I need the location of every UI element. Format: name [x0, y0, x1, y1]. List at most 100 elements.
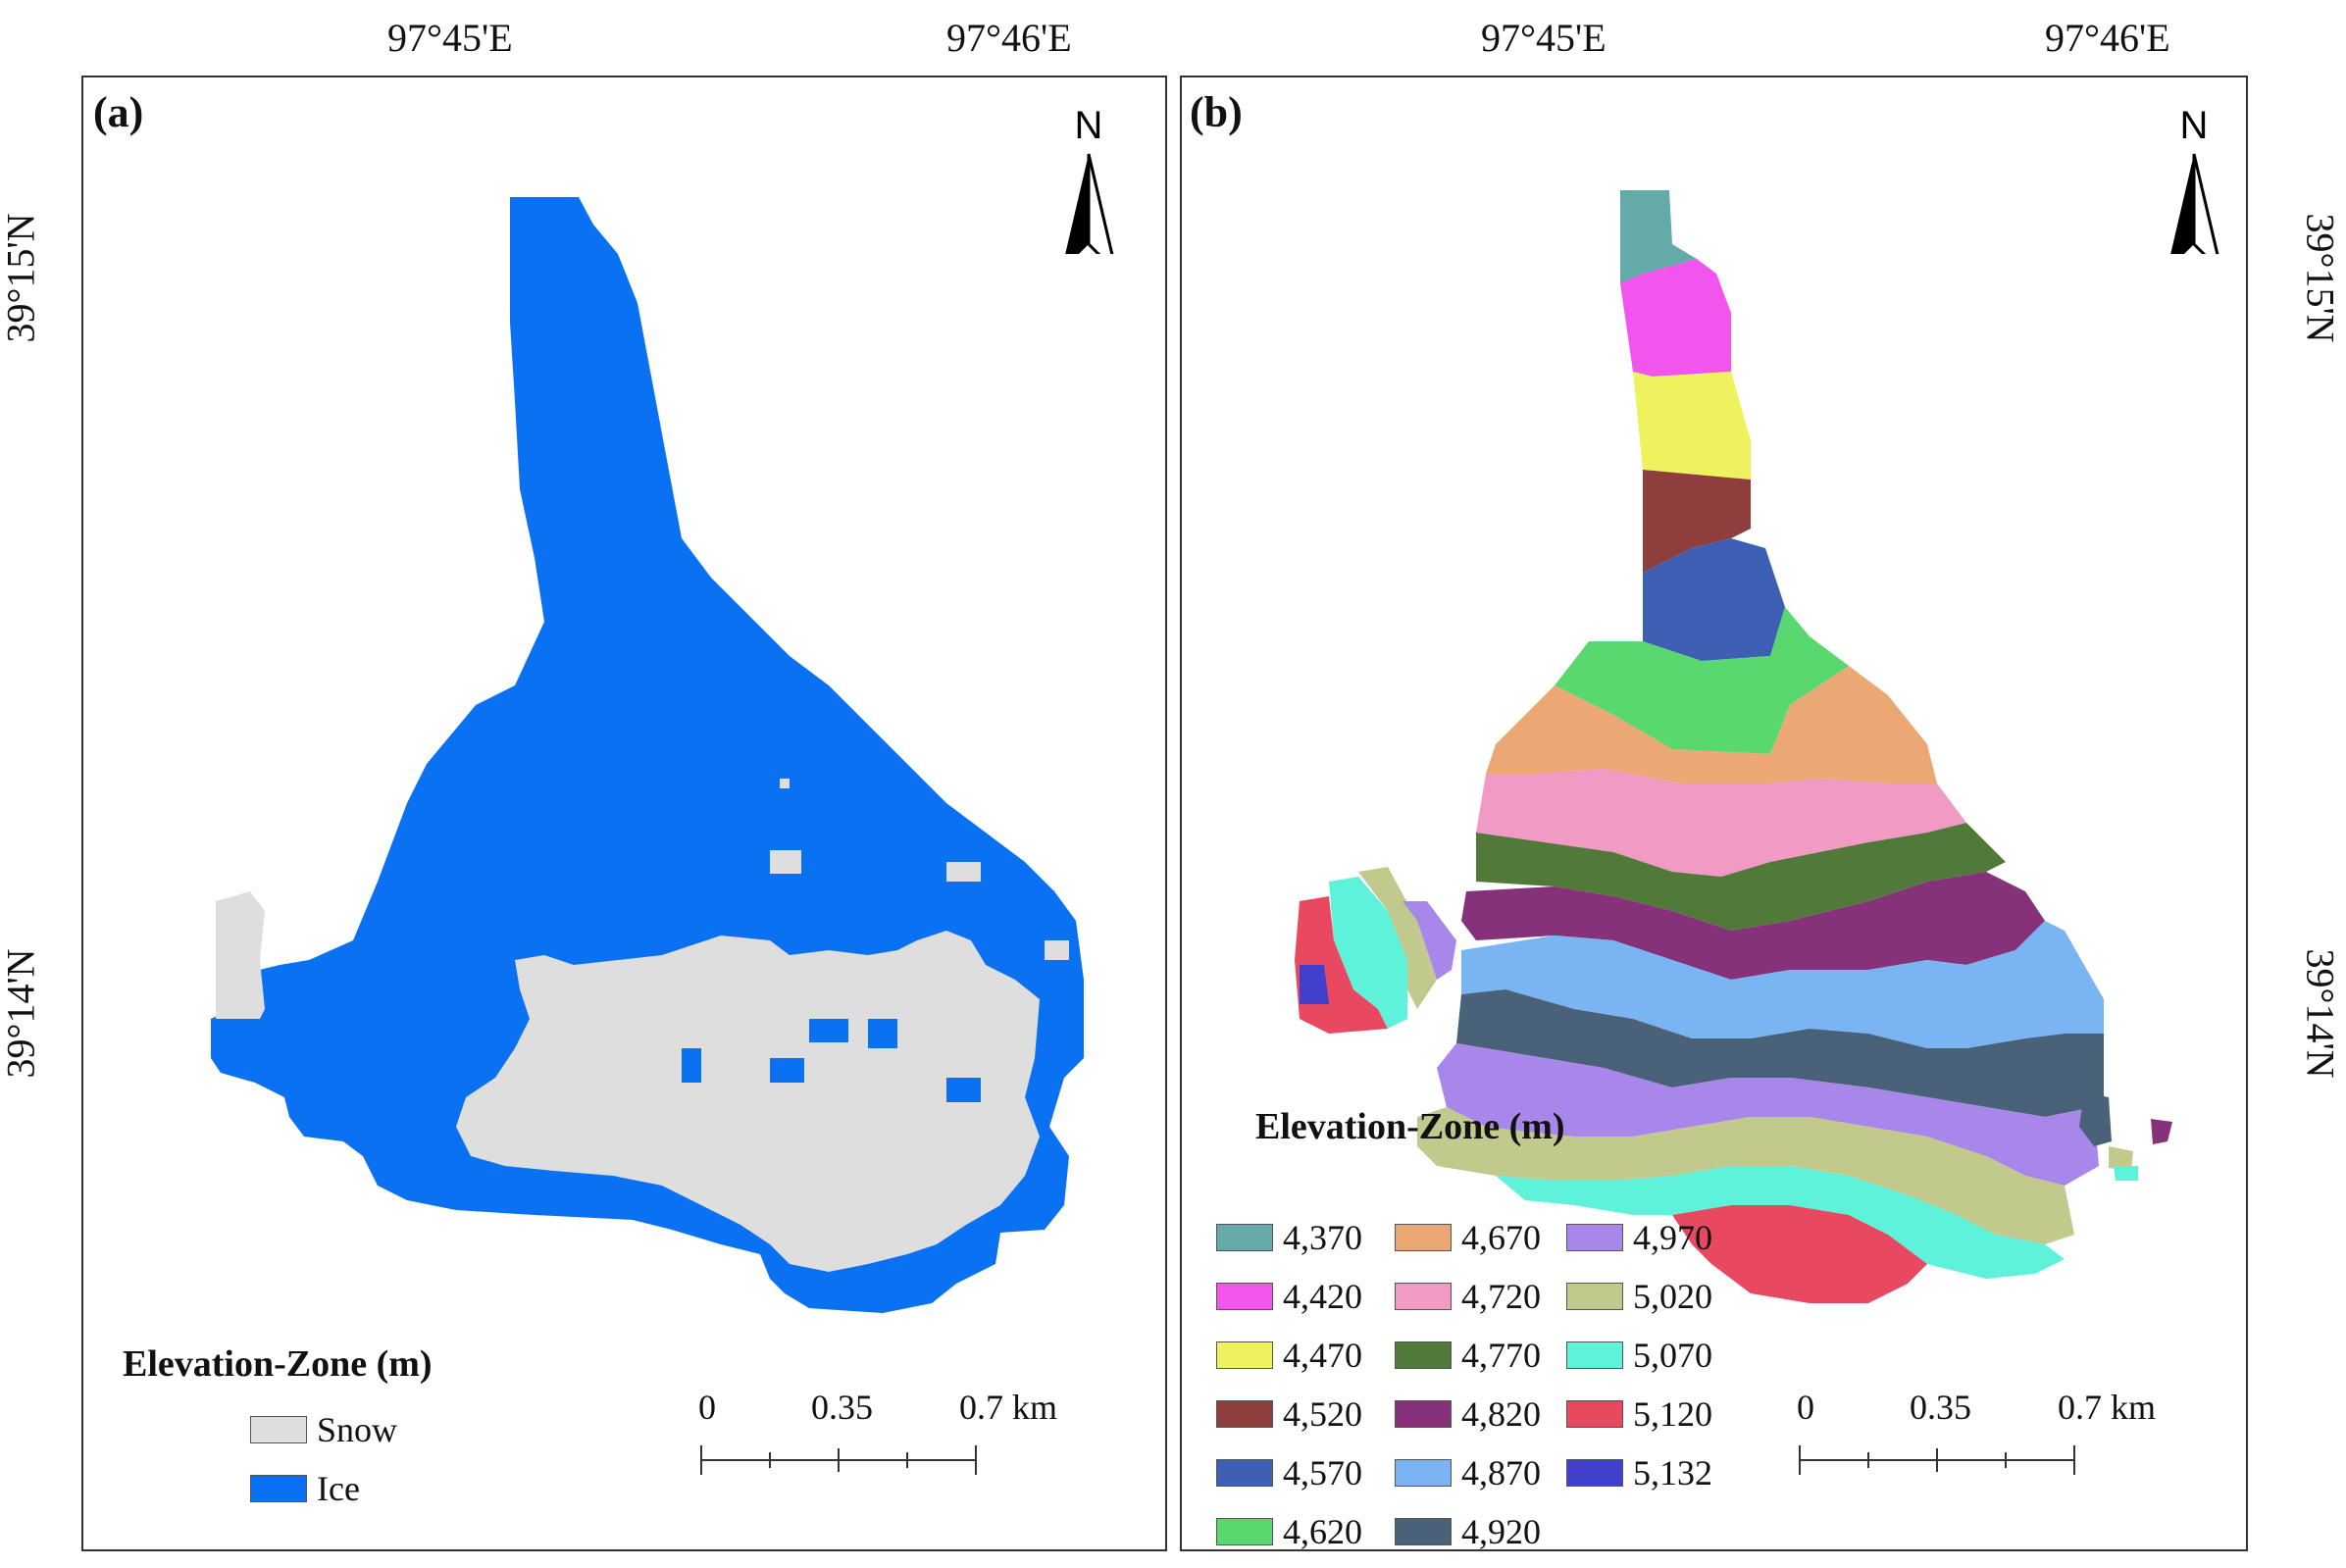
legend-label-b: 4,870 — [1461, 1453, 1541, 1492]
zone-4370 — [1620, 190, 1697, 283]
north-label-a: N — [1075, 104, 1103, 147]
zone-4820 — [1461, 872, 2045, 980]
legend-item-b: 4,720 — [1395, 1276, 1541, 1317]
legend-swatch-b — [1566, 1459, 1623, 1487]
legend-swatch-b — [1395, 1283, 1452, 1310]
north-arrow-b: N — [2170, 104, 2219, 254]
lon-label-b-1: 97°45'E — [1481, 16, 1606, 60]
zone-4920-east — [2079, 1092, 2112, 1146]
ice-speck — [868, 1019, 897, 1048]
legend-title-a: Elevation-Zone (m) — [123, 1343, 433, 1385]
lat-label-b-1: 39°15'N — [2298, 213, 2343, 343]
glacier-map-b — [1295, 190, 2172, 1303]
map-panel-a: (a) N Elevation-Zone (m) Snow Ice 0 0.35… — [81, 76, 1167, 1551]
legend-item-b: 4,870 — [1395, 1452, 1541, 1493]
legend-label-b: 5,132 — [1633, 1453, 1712, 1492]
zone-5020-east — [2109, 1146, 2133, 1171]
zone-4820-east — [2151, 1119, 2172, 1144]
legend-label-b: 5,020 — [1633, 1277, 1712, 1316]
legend-swatch-b — [1216, 1224, 1273, 1251]
legend-swatch-b — [1395, 1400, 1452, 1428]
zone-5070-west — [1329, 877, 1407, 1029]
legend-swatch-ice — [250, 1475, 307, 1502]
legend-item-b: 5,070 — [1566, 1335, 1712, 1376]
legend-swatch-b — [1395, 1518, 1452, 1545]
legend-swatch-b — [1395, 1459, 1452, 1487]
zone-5020 — [1417, 1107, 2074, 1244]
legend-swatch-b — [1216, 1283, 1273, 1310]
legend-label-b: 4,970 — [1633, 1218, 1712, 1257]
scale-label-mid-b: 0.35 — [1910, 1388, 1971, 1427]
legend-label-b: 4,670 — [1461, 1218, 1541, 1257]
zone-5070 — [1496, 1166, 2065, 1279]
zone-4770 — [1476, 823, 2006, 931]
lon-label-b-2: 97°46'E — [2045, 16, 2170, 60]
ice-speck — [946, 1078, 981, 1102]
legend-item-b: 5,132 — [1566, 1452, 1712, 1493]
legend-item-b: 4,520 — [1216, 1393, 1362, 1435]
legend-swatch-b — [1216, 1518, 1273, 1545]
legend-item-b: 4,920 — [1395, 1511, 1541, 1551]
legend-label-b: 4,370 — [1283, 1218, 1362, 1257]
legend-item-b: 4,420 — [1216, 1276, 1362, 1317]
legend-label-b: 4,570 — [1283, 1453, 1362, 1492]
legend-item-b: 4,470 — [1216, 1335, 1362, 1376]
lon-label-a-2: 97°46'E — [946, 16, 1072, 60]
scale-label-end-a: 0.7 km — [959, 1388, 1058, 1427]
legend-swatch-b — [1216, 1341, 1273, 1369]
legend-swatch-b — [1216, 1459, 1273, 1487]
zone-4970 — [1437, 1043, 2099, 1186]
zone-4920 — [1456, 989, 2104, 1117]
legend-label-b: 5,120 — [1633, 1394, 1712, 1434]
legend-label-b: 4,470 — [1283, 1336, 1362, 1375]
zone-4420 — [1620, 259, 1731, 377]
legend-label-b: 5,070 — [1633, 1336, 1712, 1375]
zone-4620 — [1555, 607, 1849, 754]
map-panel-b: (b) N Elevation-Zone (m) 4, — [1180, 76, 2248, 1551]
scale-label-0-b: 0 — [1797, 1388, 1814, 1427]
scale-label-0-a: 0 — [698, 1388, 716, 1427]
north-arrow-a: N — [1065, 104, 1114, 254]
snow-speck — [780, 779, 790, 788]
legend-item-snow: Snow — [250, 1409, 397, 1450]
legend-swatch-b — [1566, 1400, 1623, 1428]
legend-item-b: 4,820 — [1395, 1393, 1541, 1435]
legend-swatch-b — [1395, 1341, 1452, 1369]
lat-label-a-1: 39°15'N — [0, 213, 43, 343]
snow-speck — [770, 850, 801, 874]
legend-item-b: 4,620 — [1216, 1511, 1362, 1551]
legend-label-b: 4,420 — [1283, 1277, 1362, 1316]
scale-label-mid-a: 0.35 — [811, 1388, 873, 1427]
legend-label-b: 4,770 — [1461, 1336, 1541, 1375]
legend-item-b: 5,120 — [1566, 1393, 1712, 1435]
snow-speck — [1045, 940, 1069, 960]
legend-swatch-b — [1395, 1224, 1452, 1251]
zone-4470 — [1633, 372, 1751, 480]
zone-4670 — [1486, 666, 1937, 784]
zone-4570 — [1643, 538, 1785, 661]
legend-swatch-b — [1566, 1283, 1623, 1310]
legend-label-b: 4,520 — [1283, 1394, 1362, 1434]
legend-swatch-snow — [250, 1416, 307, 1443]
legend-swatch-b — [1566, 1224, 1623, 1251]
legend-item-b: 4,970 — [1566, 1217, 1712, 1258]
ice-speck — [809, 1019, 848, 1042]
legend-swatch-b — [1216, 1400, 1273, 1428]
zone-4520 — [1643, 470, 1751, 573]
zone-5020-west — [1358, 867, 1437, 1009]
ice-speck — [682, 1048, 701, 1083]
legend-item-b: 4,770 — [1395, 1335, 1541, 1376]
legend-label-b: 4,920 — [1461, 1512, 1541, 1551]
panel-a-tag: (a) — [93, 88, 144, 136]
zone-4720 — [1476, 769, 1966, 877]
legend-label-ice: Ice — [317, 1469, 360, 1508]
scale-bar-b — [1799, 1445, 2075, 1475]
snow-speck — [946, 862, 981, 882]
lat-label-b-2: 39°14'N — [2298, 948, 2343, 1079]
legend-label-b: 4,620 — [1283, 1512, 1362, 1551]
lon-label-a-1: 97°45'E — [387, 16, 513, 60]
legend-label-b: 4,720 — [1461, 1277, 1541, 1316]
panel-b-tag: (b) — [1190, 88, 1243, 136]
legend-label-b: 4,820 — [1461, 1394, 1541, 1434]
snow-zone-west — [216, 891, 265, 1019]
